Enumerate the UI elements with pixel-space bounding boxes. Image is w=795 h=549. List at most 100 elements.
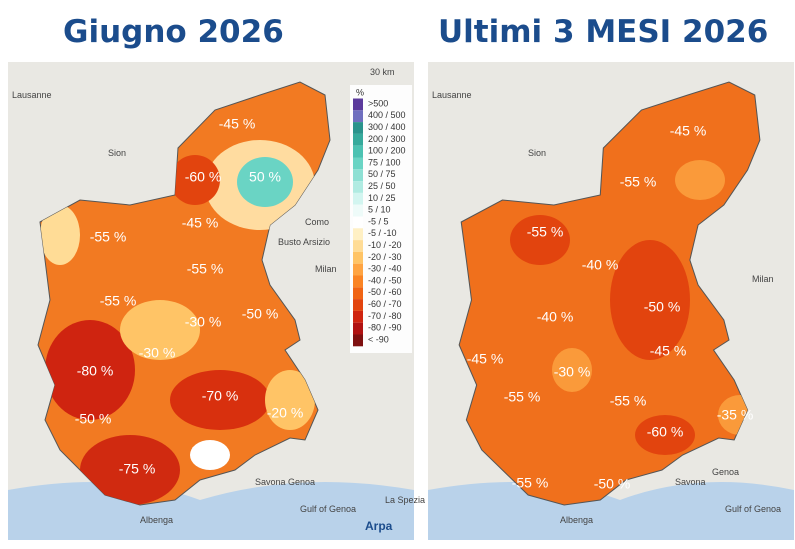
place-name: Gulf of Genoa xyxy=(300,504,356,514)
map-label: -55 % xyxy=(90,229,127,245)
map-label: -45 % xyxy=(182,215,219,231)
map-label: -30 % xyxy=(185,314,222,330)
map-label: -60 % xyxy=(185,169,222,185)
legend-label: -70 / -80 xyxy=(368,311,402,321)
legend-label: 10 / 25 xyxy=(368,193,396,203)
place-name: Lausanne xyxy=(432,90,472,100)
legend-swatch xyxy=(353,251,363,264)
place-name: Sion xyxy=(108,148,126,158)
place-name: Albenga xyxy=(140,515,173,525)
map-label: -50 % xyxy=(242,306,279,322)
legend-swatch xyxy=(353,263,363,276)
map-label: 15 % xyxy=(191,443,223,459)
map-label: -45 % xyxy=(219,116,256,132)
map-label: 50 % xyxy=(249,169,281,185)
map-label: -40 % xyxy=(582,257,619,273)
sea xyxy=(428,482,794,540)
legend-label: 25 / 50 xyxy=(368,181,396,191)
map-label: -50 % xyxy=(75,411,112,427)
legend-label: >500 xyxy=(368,98,388,108)
place-name: Lausanne xyxy=(12,90,52,100)
legend-label: < -90 xyxy=(368,334,389,344)
map-label: -55 % xyxy=(187,261,224,277)
map-label: -55 % xyxy=(610,393,647,409)
map-title: Ultimi 3 MESI 2026 xyxy=(438,14,768,50)
map-label: -55 % xyxy=(512,475,549,491)
legend-swatch xyxy=(353,110,363,123)
legend-title: % xyxy=(356,87,364,97)
legend-swatch xyxy=(353,287,363,300)
map-label: -75 % xyxy=(119,461,156,477)
map-right xyxy=(428,62,794,540)
legend-label: 50 / 75 xyxy=(368,169,396,179)
map-label: -20 % xyxy=(267,405,304,421)
map-label: -80 % xyxy=(77,363,114,379)
legend-swatch xyxy=(353,228,363,241)
map-label: -30 % xyxy=(139,345,176,361)
map-label: -45 % xyxy=(670,123,707,139)
legend-swatch xyxy=(353,322,363,335)
legend-label: 75 / 100 xyxy=(368,157,401,167)
legend-swatch xyxy=(353,310,363,323)
map-label: -50 % xyxy=(594,476,631,492)
map-label: -50 % xyxy=(644,299,681,315)
legend-label: -50 / -60 xyxy=(368,287,402,297)
legend-swatch xyxy=(353,204,363,217)
place-name: Genoa xyxy=(288,477,315,487)
scale: 30 km xyxy=(370,67,395,77)
legend-label: 100 / 200 xyxy=(368,146,406,156)
place-name: La Spezia xyxy=(385,495,425,505)
legend-swatch xyxy=(353,240,363,252)
legend-swatch xyxy=(353,98,363,111)
place-name: Milan xyxy=(315,264,337,274)
labels: Lausanne Sion Como Busto Arsizio Milan Savona… xyxy=(12,90,781,525)
place-name: Gulf of Genoa xyxy=(725,504,781,514)
map-label: -40 % xyxy=(537,309,574,325)
map-label: -70 % xyxy=(202,388,239,404)
map-label: -35 % xyxy=(717,407,754,423)
legend-label: 400 / 500 xyxy=(368,110,406,120)
legend-swatch xyxy=(353,192,363,205)
place-name: Albenga xyxy=(560,515,593,525)
place-name: Savona xyxy=(255,477,286,487)
legend-label: -20 / -30 xyxy=(368,252,402,262)
legend-label: 300 / 400 xyxy=(368,122,406,132)
legend-label: -5 / 5 xyxy=(368,216,389,226)
place-name: Sion xyxy=(528,148,546,158)
legend-swatch xyxy=(353,157,363,170)
legend-swatch xyxy=(353,299,363,311)
map-label: -45 % xyxy=(650,343,687,359)
legend-label: 200 / 300 xyxy=(368,134,406,144)
place-name: Busto Arsizio xyxy=(278,237,330,247)
legend-label: -10 / -20 xyxy=(368,240,402,250)
legend-label: 5 / 10 xyxy=(368,205,391,215)
legend: >500 400 / 500 300 / 400 200 / 300 100 / 200… xyxy=(353,98,406,347)
place-name: Milan xyxy=(752,274,774,284)
map-label: -60 % xyxy=(647,424,684,440)
place-name: Como xyxy=(305,217,329,227)
legend-label: -5 / -10 xyxy=(368,228,397,238)
map-label: -30 % xyxy=(554,364,591,380)
place-name: Savona xyxy=(675,477,706,487)
contours xyxy=(40,140,315,505)
legend-label: -60 / -70 xyxy=(368,299,402,309)
map-label: -55 % xyxy=(527,224,564,240)
legend-label: -40 / -50 xyxy=(368,275,402,285)
legend-label: -80 / -90 xyxy=(368,323,402,333)
map-label: -55 % xyxy=(504,389,541,405)
logo: Arpa xyxy=(365,519,393,533)
map-label: -55 % xyxy=(100,293,137,309)
map-label: -45 % xyxy=(467,351,504,367)
legend-swatch xyxy=(353,216,363,229)
map-left: % >500 400 / 500 300 / 400 200 / 300 100 / 2… xyxy=(8,62,414,540)
place-name: Genoa xyxy=(712,467,739,477)
legend-swatch xyxy=(353,169,363,182)
map-label: -55 % xyxy=(620,174,657,190)
legend-swatch xyxy=(353,145,363,158)
legend-swatch xyxy=(353,133,363,146)
legend-swatch xyxy=(353,122,363,134)
map-title: Giugno 2026 xyxy=(63,14,284,50)
legend-swatch xyxy=(353,181,363,193)
legend-swatch xyxy=(353,334,363,347)
